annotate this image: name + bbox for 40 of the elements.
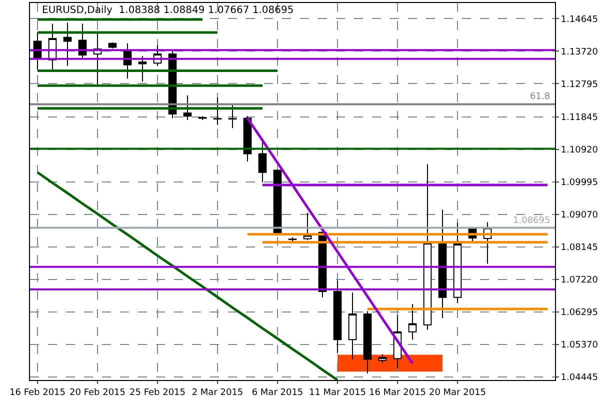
y-tick-label: 1.09995	[560, 178, 598, 188]
candlestick	[438, 209, 447, 319]
candlestick	[63, 22, 72, 66]
y-tick-label: 1.08145	[560, 243, 598, 254]
y-tick-label: 1.06295	[560, 308, 598, 318]
y-tick-label: 1.12795	[560, 80, 598, 90]
x-tick-label: 25 Feb 2015	[129, 388, 186, 398]
x-tick-label: 2 Mar 2015	[192, 388, 244, 398]
x-tick-label: 11 Mar 2015	[308, 388, 366, 398]
y-tick-label: 1.13720	[560, 47, 598, 58]
candlestick	[138, 56, 147, 82]
candlestick	[213, 97, 222, 126]
candlestick	[453, 222, 462, 304]
y-tick-label: 1.14645	[560, 14, 598, 25]
candlestick	[108, 42, 117, 49]
ref-line-label: 1.08695	[513, 216, 550, 226]
candlestick	[183, 94, 192, 120]
y-tick-label: 1.04445	[560, 373, 598, 384]
y-tick-label: 1.10920	[560, 146, 598, 156]
candlestick	[333, 280, 342, 354]
candlestick	[363, 310, 372, 374]
candlestick	[423, 164, 432, 330]
line-series	[36, 171, 339, 380]
candlestick	[303, 212, 312, 241]
x-tick-label: 20 Feb 2015	[69, 388, 126, 398]
x-tick-label: 16 Mar 2015	[368, 388, 426, 398]
candlestick	[378, 354, 387, 364]
y-tick-label: 1.09070	[560, 210, 598, 221]
candlestick	[258, 140, 267, 183]
x-tick-label: 20 Mar 2015	[428, 388, 486, 398]
x-tick-label: 16 Feb 2015	[9, 388, 66, 398]
x-tick-label: 6 Mar 2015	[252, 388, 304, 398]
candlestick	[348, 292, 357, 360]
annotation: 61.8	[530, 92, 550, 102]
y-tick-label: 1.05370	[560, 340, 598, 351]
candlestick	[228, 104, 237, 129]
chart-title: EURUSD,Daily 1.08388 1.08849 1.07667 1.08695	[42, 5, 294, 16]
candlestick	[408, 304, 417, 340]
y-tick-label: 1.07220	[560, 276, 598, 286]
y-tick-label: 1.11845	[560, 113, 598, 124]
